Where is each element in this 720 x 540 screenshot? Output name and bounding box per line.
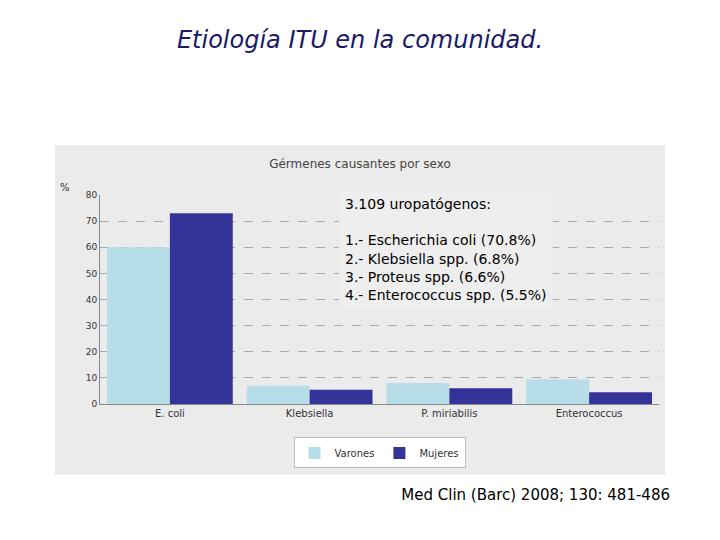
svg-text:P. miriabilis: P. miriabilis [421,408,477,419]
html-text:Med Clin (Barc) 2008; 130: 481: Med Clin (Barc) 2008; 130: 481-486 [401,486,670,504]
svg-text:Gérmenes causantes por sexo: Gérmenes causantes por sexo [269,157,451,171]
html-text:Etiología ITU en la comunidad.: Etiología ITU en la comunidad. [176,26,544,54]
svg-text:30: 30 [86,321,98,331]
svg-text:20: 20 [86,347,98,357]
svg-text:0: 0 [91,399,97,409]
svg-text:E. coli: E. coli [155,408,185,419]
svg-text:40: 40 [86,295,98,305]
svg-text:Klebsiella: Klebsiella [286,408,334,419]
svg-text:60: 60 [86,242,98,252]
svg-text:Varones: Varones [335,448,375,459]
svg-text:Enterococcus: Enterococcus [556,408,623,419]
svg-text:%: % [60,182,70,193]
svg-text:3.109 uropatógenos:1.- Escheri: 3.109 uropatógenos:1.- Escherichia coli … [345,196,546,303]
svg-text:80: 80 [86,190,98,200]
svg-text:10: 10 [86,373,98,383]
svg-text:70: 70 [86,216,98,226]
svg-text:50: 50 [86,269,98,279]
svg-text:Mujeres: Mujeres [419,448,458,459]
